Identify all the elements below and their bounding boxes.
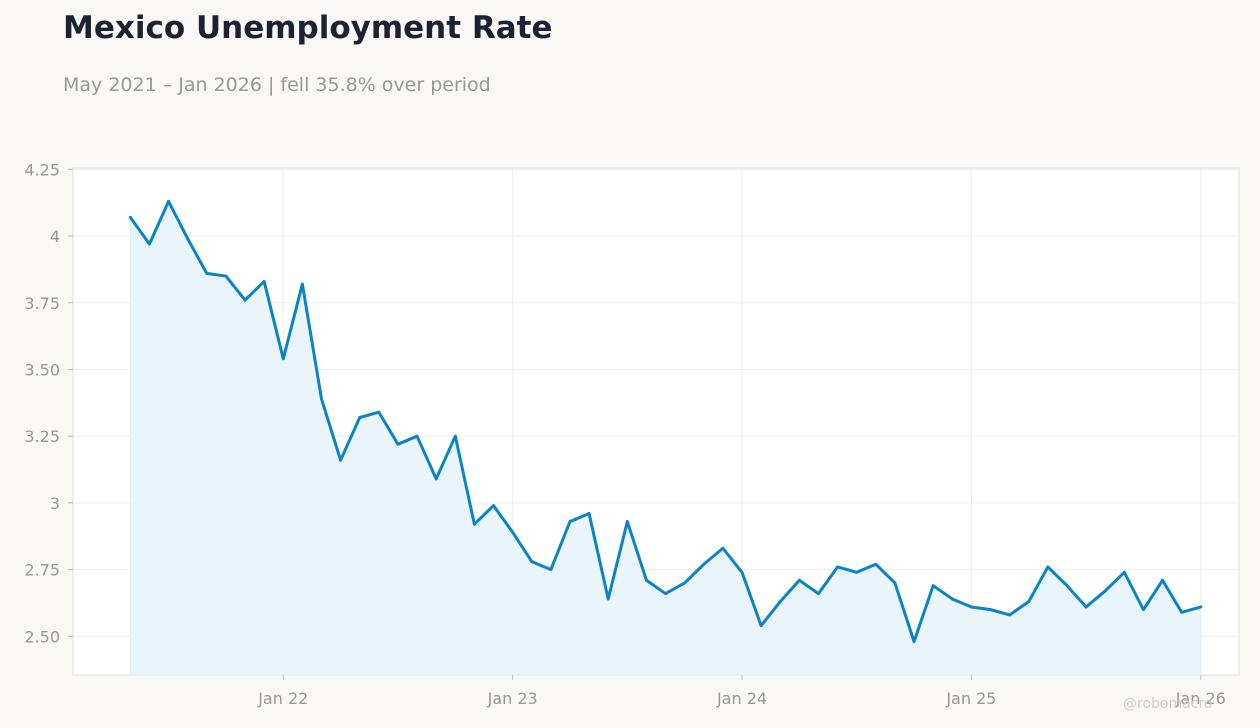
data-point: [281, 357, 285, 361]
data-points: [128, 199, 1203, 644]
data-point: [931, 584, 935, 588]
data-point: [625, 520, 629, 523]
data-point: [855, 570, 859, 574]
data-point: [186, 237, 190, 241]
data-point: [530, 560, 534, 563]
data-point: [759, 624, 763, 628]
data-point: [874, 562, 878, 566]
data-point: [797, 578, 801, 582]
data-point: [1103, 589, 1107, 593]
y-tick-label: 4.25: [24, 160, 60, 179]
data-point: [511, 530, 515, 534]
x-tick-label: Jan 26: [1175, 689, 1226, 708]
data-point: [167, 199, 170, 203]
data-point: [377, 410, 381, 414]
data-point: [1199, 605, 1203, 609]
data-point: [989, 608, 992, 612]
y-axis-ticks: 2.50 2.75 3 3.25 3.50 3.75 4 4.25: [24, 160, 73, 646]
data-point: [396, 442, 400, 446]
data-point: [1046, 565, 1050, 569]
data-point: [473, 522, 476, 526]
data-point: [358, 416, 362, 419]
data-point: [549, 568, 553, 571]
data-point: [740, 570, 744, 574]
data-point: [1161, 578, 1164, 582]
data-point: [587, 512, 591, 515]
data-point: [148, 242, 151, 246]
data-point: [128, 215, 132, 219]
data-point: [224, 274, 228, 278]
chart-title: Mexico Unemployment Rate: [63, 10, 553, 46]
data-point: [205, 272, 209, 275]
data-point: [778, 600, 782, 604]
y-tick-label: 2.50: [24, 627, 60, 646]
y-tick-label: 3.50: [24, 360, 60, 379]
data-point: [262, 280, 266, 283]
data-point: [836, 565, 839, 569]
data-point: [664, 592, 667, 596]
x-tick-label: Jan 25: [945, 689, 996, 708]
data-point: [243, 298, 247, 302]
data-point: [912, 640, 916, 644]
chart-subtitle: May 2021 – Jan 2026 | fell 35.8% over pe…: [63, 74, 491, 96]
x-tick-label: Jan 22: [257, 689, 308, 708]
data-point: [320, 397, 323, 401]
data-point: [300, 282, 304, 286]
y-tick-label: 3: [50, 494, 60, 513]
data-point: [415, 434, 419, 438]
data-point: [492, 504, 495, 507]
data-point: [645, 578, 648, 582]
y-tick-label: 3.25: [24, 427, 60, 446]
x-axis-ticks: Jan 22 Jan 23 Jan 24 Jan 25 Jan 26: [257, 675, 1226, 708]
data-point: [434, 477, 438, 481]
data-point: [453, 434, 457, 438]
data-point: [1122, 570, 1126, 574]
data-point: [817, 592, 820, 596]
data-point: [1084, 605, 1088, 609]
data-point: [1142, 608, 1145, 612]
x-tick-label: Jan 23: [487, 689, 538, 708]
data-point: [1065, 584, 1069, 588]
y-tick-label: 3.75: [24, 294, 60, 313]
data-point: [893, 581, 897, 585]
data-point: [969, 605, 973, 609]
y-tick-label: 2.75: [24, 561, 60, 580]
x-tick-label: Jan 24: [716, 689, 767, 708]
data-point: [568, 520, 572, 523]
data-point: [606, 597, 610, 601]
watermark: @robomacro: [1123, 696, 1213, 712]
data-point: [339, 458, 343, 462]
y-tick-label: 4: [50, 227, 60, 246]
data-point: [683, 581, 687, 585]
data-point: [702, 562, 706, 566]
data-point: [950, 597, 954, 601]
data-point: [1008, 613, 1012, 617]
data-point: [1180, 610, 1184, 614]
data-point: [721, 546, 725, 550]
data-point: [1027, 600, 1031, 604]
